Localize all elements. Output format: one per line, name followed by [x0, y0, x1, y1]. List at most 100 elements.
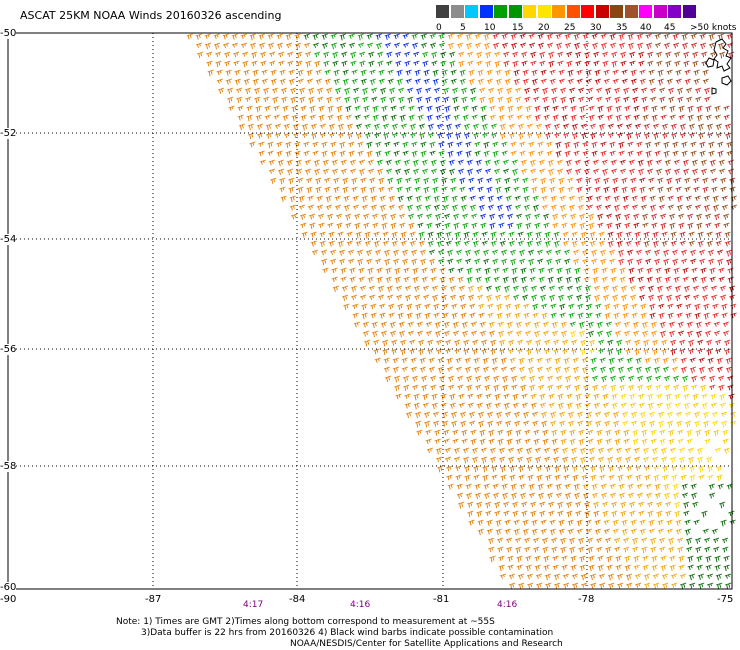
- wind-barb: [432, 69, 439, 77]
- wind-barb: [559, 420, 566, 427]
- wind-barb: [637, 159, 644, 167]
- wind-barb: [619, 168, 627, 174]
- wind-barb: [690, 483, 697, 490]
- wind-barb: [391, 348, 398, 355]
- wind-barb: [400, 231, 407, 239]
- wind-barb: [650, 213, 658, 220]
- wind-barb: [476, 294, 484, 301]
- wind-barb: [470, 321, 477, 327]
- wind-barb: [639, 69, 646, 75]
- wind-barb: [348, 150, 355, 157]
- wind-barb: [552, 114, 559, 122]
- wind-barb: [444, 456, 452, 462]
- wind-barb: [411, 42, 419, 49]
- wind-barb: [631, 537, 639, 545]
- wind-barb: [440, 393, 447, 400]
- wind-barb: [685, 204, 693, 211]
- wind-barb: [703, 312, 710, 320]
- wind-barb: [318, 114, 325, 122]
- wind-barb: [483, 375, 491, 382]
- wind-barb: [618, 141, 625, 149]
- wind-barb: [487, 87, 495, 93]
- wind-barb: [469, 87, 477, 95]
- wind-barb: [423, 69, 430, 77]
- wind-barb: [489, 222, 496, 230]
- wind-barb: [687, 555, 694, 563]
- wind-barb: [641, 330, 649, 337]
- wind-barb: [407, 96, 414, 104]
- wind-barb: [496, 420, 503, 426]
- wind-barb: [453, 105, 460, 112]
- wind-barb: [511, 276, 518, 284]
- wind-barb: [599, 582, 606, 589]
- wind-barb: [360, 177, 367, 183]
- wind-barb: [615, 222, 622, 230]
- wind-barb: [589, 339, 596, 347]
- wind-barb: [397, 204, 405, 211]
- wind-barb: [360, 78, 367, 85]
- wind-barb: [564, 42, 572, 49]
- wind-barb: [478, 420, 485, 428]
- wind-barb: [233, 60, 240, 66]
- wind-barb: [551, 321, 558, 329]
- wind-barb: [685, 537, 693, 545]
- wind-barb: [509, 249, 517, 256]
- wind-barb: [720, 186, 727, 192]
- wind-barb: [445, 240, 452, 247]
- wind-barb: [528, 492, 536, 499]
- wind-barb: [328, 231, 335, 238]
- wind-barb: [549, 411, 557, 419]
- wind-barb: [446, 465, 453, 472]
- wind-barb: [564, 483, 571, 490]
- wind-barb: [728, 510, 735, 517]
- wind-barb: [327, 105, 334, 113]
- wind-barb: [577, 312, 584, 319]
- wind-barb: [657, 186, 664, 193]
- wind-barb: [599, 357, 606, 363]
- wind-barb: [677, 546, 684, 553]
- wind-barb: [341, 60, 348, 67]
- wind-barb: [724, 240, 731, 247]
- wind-barb: [694, 303, 701, 311]
- wind-barb: [523, 303, 530, 309]
- wind-barb: [228, 105, 235, 111]
- wind-barb: [308, 213, 316, 220]
- wind-barb: [677, 330, 685, 336]
- wind-barb: [500, 465, 507, 473]
- wind-barb: [307, 204, 315, 211]
- wind-barb: [650, 429, 657, 436]
- wind-barb: [333, 69, 340, 77]
- wind-barb: [401, 366, 409, 372]
- wind-barb: [545, 357, 552, 364]
- wind-barb: [304, 159, 311, 166]
- wind-barb: [388, 87, 396, 94]
- wind-barb: [515, 429, 522, 437]
- wind-barb: [431, 402, 438, 410]
- wind-barb: [645, 150, 652, 158]
- wind-barb: [260, 51, 267, 58]
- wind-barb: [339, 42, 347, 49]
- wind-barb: [481, 231, 488, 237]
- wind-barb: [393, 141, 400, 147]
- wind-barb: [630, 411, 638, 419]
- wind-barb: [497, 429, 504, 436]
- wind-barb: [555, 375, 563, 381]
- wind-barb: [673, 276, 680, 283]
- wind-barb: [466, 384, 473, 391]
- wind-barb: [584, 285, 592, 293]
- wind-barb: [694, 420, 701, 427]
- wind-barb: [451, 312, 458, 320]
- latitude-label: -58: [0, 461, 17, 472]
- wind-barb: [626, 465, 633, 472]
- wind-barb: [311, 132, 318, 140]
- wind-barb: [610, 267, 617, 274]
- wind-barb: [415, 312, 422, 320]
- wind-barb: [709, 159, 716, 167]
- wind-barb: [558, 69, 565, 76]
- wind-barb: [697, 231, 704, 239]
- wind-barb: [679, 231, 686, 238]
- wind-barb: [425, 213, 433, 219]
- wind-barb: [438, 375, 446, 382]
- wind-barb: [601, 159, 608, 165]
- wind-barb: [378, 177, 385, 185]
